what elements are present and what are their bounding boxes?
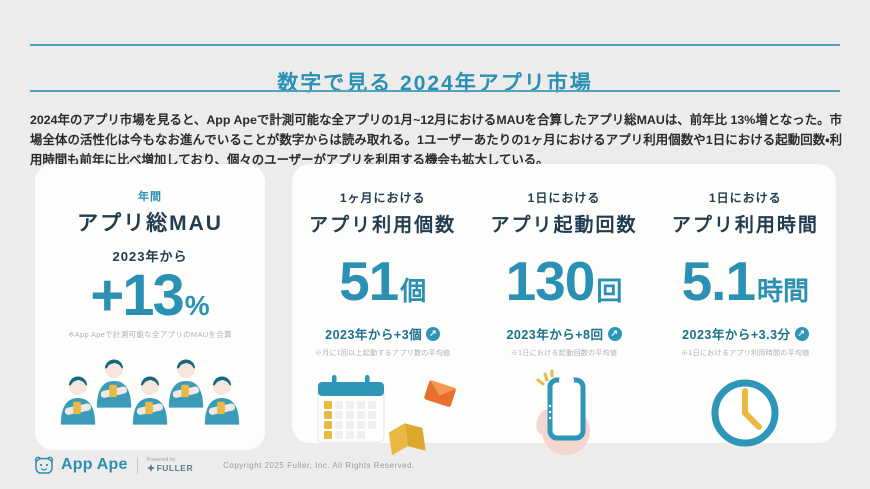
clock-icon [655, 366, 836, 461]
stat-delta-row: 2023年から+3.3分 ↗ [655, 324, 836, 343]
stat-value-row: 5.1時間 [655, 254, 836, 309]
arrow-up-right-icon: ↗ [426, 326, 441, 341]
footer-divider [136, 456, 138, 474]
powered-by-block: Powered by FULLER [146, 456, 194, 474]
stat-footnote: ※1日における起動回数の平均値 [510, 350, 618, 357]
mau-compare-label: 2023年から [112, 249, 188, 264]
mau-value-unit: % [184, 290, 210, 321]
fuller-logo-text: FULLER [156, 463, 194, 474]
app-ape-logo-text: App Ape [61, 456, 128, 473]
stat-title: アプリ起動回数 [490, 215, 638, 236]
stat-footnote: ※1日におけるアプリ利用時間の平均値 [681, 350, 810, 357]
stat-value-unit: 回 [596, 276, 623, 306]
stat-value-row: 130回 [473, 254, 654, 309]
arrow-up-right-icon: ↗ [794, 326, 809, 341]
calendar-book-mail-icon [292, 366, 473, 461]
stat-column-usage-time: 1日における アプリ利用時間 5.1時間 2023年から+3.3分 ↗ ※1日に… [655, 164, 836, 446]
phone-in-hand-icon [473, 366, 654, 461]
stat-period-label: 1日における [527, 191, 601, 205]
stat-column-apps-used: 1ヶ月における アプリ利用個数 51個 2023年から+3個 ↗ ※月に1回以上… [292, 164, 473, 455]
arrow-up-right-icon: ↗ [607, 326, 622, 341]
stat-value-number: 5.1 [681, 250, 756, 312]
stat-delta-row: 2023年から+8回 ↗ [473, 324, 654, 343]
app-ape-logo-icon [34, 456, 54, 474]
stat-period-label: 1日における [708, 191, 782, 205]
copyright-text: Copyright 2025 Fuller, Inc. All Rights R… [223, 460, 415, 470]
stat-column-app-launches: 1日における アプリ起動回数 130回 2023年から+8回 ↗ ※1日における… [473, 164, 654, 455]
person-with-phone-icon [201, 369, 243, 425]
stat-delta-label: 2023年から+8回 [506, 328, 604, 342]
stat-title: アプリ利用時間 [671, 215, 819, 236]
fuller-logo-icon [146, 464, 155, 473]
users-illustration [35, 352, 265, 468]
stat-title: アプリ利用個数 [309, 215, 457, 236]
mau-card-title: アプリ総MAU [77, 212, 223, 235]
page-title: 数字で見る 2024年アプリ市場 [277, 72, 593, 96]
mau-value-row: +13% [35, 267, 265, 325]
intro-paragraph: 2024年のアプリ市場を見ると、App Apeで計測可能な全アプリの1月~12月… [30, 113, 842, 168]
powered-by-label: Powered by [146, 456, 176, 463]
mau-period-label: 年間 [138, 191, 162, 203]
header-rule-top [30, 44, 840, 46]
header-rule-bottom [30, 90, 840, 92]
stat-value-row: 51個 [292, 254, 473, 309]
stat-delta-label: 2023年から+3.3分 [682, 328, 791, 342]
arrow-glyph: ↗ [797, 328, 806, 338]
footer: App Ape Powered by FULLER Copyright 2025… [33, 454, 415, 476]
stat-footnote: ※月に1回以上起動するアプリ数の平均値 [314, 350, 451, 357]
stat-period-label: 1ヶ月における [339, 191, 426, 205]
arrow-glyph: ↗ [429, 328, 438, 338]
mau-value-number: +13 [90, 263, 184, 328]
stats-card: 1ヶ月における アプリ利用個数 51個 2023年から+3個 ↗ ※月に1回以上… [292, 164, 836, 455]
mau-footnote: ※App Apeで計測可能な全アプリのMAUを合算 [68, 330, 232, 339]
stat-delta-row: 2023年から+3個 ↗ [292, 324, 473, 343]
stat-value-number: 130 [505, 250, 596, 312]
stat-delta-label: 2023年から+3個 [325, 328, 423, 342]
mau-card: 年間 アプリ総MAU 2023年から +13% ※App Apeで計測可能な全ア… [35, 164, 265, 450]
arrow-glyph: ↗ [610, 328, 619, 338]
stat-value-unit: 個 [400, 276, 427, 306]
stat-value-number: 51 [339, 250, 399, 312]
fuller-logo: FULLER [146, 463, 194, 474]
stat-value-unit: 時間 [757, 276, 810, 306]
